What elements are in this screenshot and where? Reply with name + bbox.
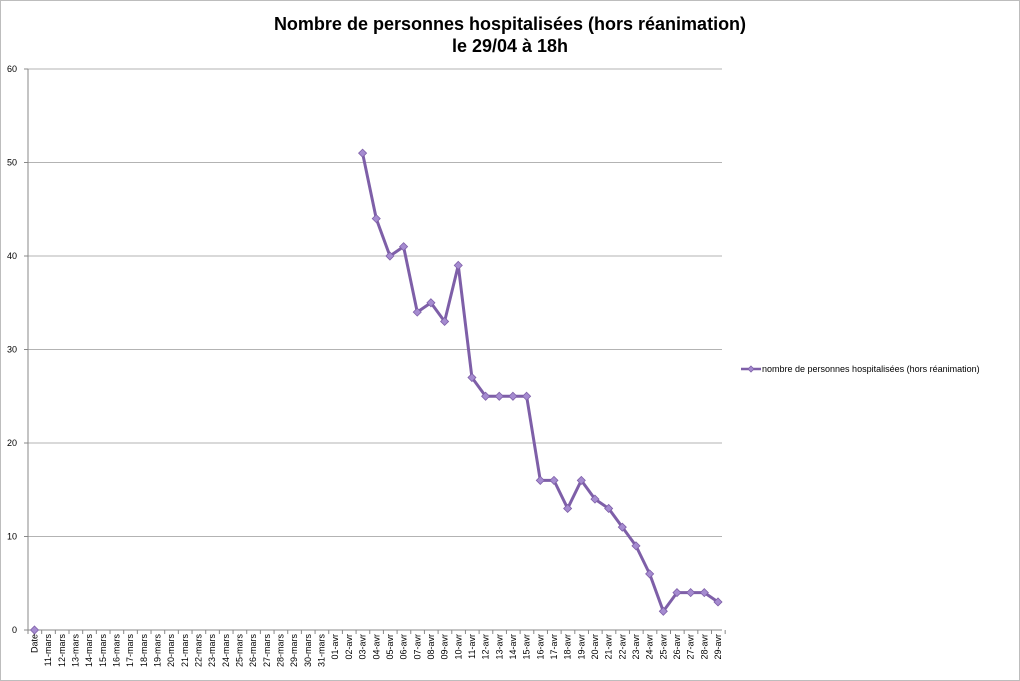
grid-lines bbox=[28, 68, 722, 537]
x-tick-label: 20-mars bbox=[166, 634, 176, 668]
x-tick-label: 20-avr bbox=[590, 634, 600, 660]
data-point bbox=[426, 298, 436, 308]
x-tick-label: 26-avr bbox=[672, 634, 682, 660]
x-tick-label: 13-mars bbox=[71, 634, 81, 668]
data-point bbox=[563, 503, 573, 514]
x-tick-label: 23-avr bbox=[631, 634, 641, 660]
legend-label: nombre de personnes hospitalisées (hors … bbox=[762, 364, 980, 374]
data-point bbox=[440, 316, 450, 327]
x-tick-label: 18-mars bbox=[139, 634, 149, 668]
data-point bbox=[645, 569, 655, 579]
x-tick-label: 26-mars bbox=[248, 634, 258, 668]
x-tick-label: 19-mars bbox=[153, 634, 163, 668]
x-tick-label: 28-avr bbox=[699, 634, 709, 660]
x-tick-label: 24-avr bbox=[645, 634, 655, 660]
y-tick-label: 50 bbox=[7, 158, 17, 168]
x-tick-label: 11-avr bbox=[467, 634, 477, 659]
data-point bbox=[672, 588, 682, 598]
data-point bbox=[604, 503, 614, 514]
data-point bbox=[713, 597, 723, 607]
x-tick-label: 17-mars bbox=[125, 634, 135, 668]
series-line bbox=[361, 152, 719, 613]
legend: nombre de personnes hospitalisées (hors … bbox=[740, 361, 980, 377]
chart-subtitle: le 29/04 à 18h bbox=[451, 36, 569, 56]
x-tick-label: 12-mars bbox=[57, 634, 67, 668]
x-tick-label: 25-avr bbox=[658, 634, 668, 660]
y-tick-label: 20 bbox=[7, 438, 17, 448]
x-tick-label: 17-avr bbox=[549, 634, 559, 660]
x-tick-label: 08-avr bbox=[426, 634, 436, 660]
data-point bbox=[371, 214, 381, 224]
series-layer bbox=[29, 148, 723, 635]
x-tick-label: 23-mars bbox=[207, 634, 217, 668]
y-tick-label: 30 bbox=[7, 345, 17, 355]
x-tick-label: 21-avr bbox=[604, 634, 614, 660]
data-point bbox=[631, 541, 641, 551]
x-tick-label: 27-avr bbox=[686, 634, 696, 660]
data-point bbox=[535, 475, 545, 485]
chart-title: Nombre de personnes hospitalisées (hors … bbox=[273, 14, 747, 34]
data-point bbox=[481, 391, 491, 401]
x-tick-label: 19-avr bbox=[576, 634, 586, 660]
x-tick-label: 09-avr bbox=[440, 634, 450, 660]
x-tick-label: 15-mars bbox=[98, 634, 108, 668]
x-tick-label: 06-avr bbox=[399, 634, 409, 660]
y-tick-label: 40 bbox=[7, 251, 17, 261]
x-tick-label: 27-mars bbox=[262, 634, 272, 668]
x-tick-label: 11-mars bbox=[43, 634, 53, 667]
x-tick-label: 21-mars bbox=[180, 634, 190, 668]
x-tick-label: 22-avr bbox=[617, 634, 627, 660]
x-tick-label: 25-mars bbox=[235, 634, 245, 668]
data-point bbox=[658, 606, 668, 616]
x-tick-label: 29-mars bbox=[289, 634, 299, 668]
data-point bbox=[699, 588, 709, 598]
data-point bbox=[453, 260, 463, 270]
data-point bbox=[576, 475, 586, 485]
data-point bbox=[522, 391, 532, 401]
x-tick-label: 01-avr bbox=[330, 634, 340, 660]
y-tick-label: 10 bbox=[7, 532, 17, 542]
x-tick-label: 14-avr bbox=[508, 634, 518, 660]
x-axis: Date 11-mars 12-mars 13-mars 14-mars 15-mars 1… bbox=[27, 629, 726, 668]
data-point bbox=[617, 522, 627, 532]
y-tick-label: 0 bbox=[12, 625, 17, 635]
x-tick-label: 31-mars bbox=[317, 634, 327, 668]
y-tick-label: 60 bbox=[7, 64, 17, 74]
legend-swatch bbox=[741, 365, 761, 373]
data-point bbox=[385, 251, 395, 261]
x-tick-label: 24-mars bbox=[221, 634, 231, 668]
x-tick-label: 16-avr bbox=[535, 634, 545, 660]
x-tick-label: 07-avr bbox=[412, 634, 422, 660]
x-tick-label: 02-avr bbox=[344, 634, 354, 660]
data-point bbox=[399, 242, 409, 252]
data-point bbox=[686, 588, 696, 598]
data-point bbox=[29, 625, 40, 635]
x-tick-label: 22-mars bbox=[194, 634, 204, 668]
x-tick-label: 03-avr bbox=[358, 634, 368, 660]
x-tick-label: 14-mars bbox=[84, 634, 94, 668]
x-tick-label: 29-avr bbox=[713, 634, 723, 660]
x-tick-label: 10-avr bbox=[453, 634, 463, 660]
x-tick-label: 05-avr bbox=[385, 634, 395, 660]
x-tick-label: 12-avr bbox=[481, 634, 491, 660]
data-point bbox=[412, 307, 422, 317]
data-point bbox=[590, 494, 600, 504]
x-tick-label: 16-mars bbox=[112, 634, 122, 668]
data-point bbox=[549, 475, 559, 485]
y-axis: 0 10 20 30 40 50 60 bbox=[7, 64, 29, 635]
x-tick-label: Date bbox=[30, 634, 40, 653]
x-tick-label: 04-avr bbox=[371, 634, 381, 660]
x-tick-label: 15-avr bbox=[522, 634, 532, 660]
x-tick-label: 30-mars bbox=[303, 634, 313, 668]
data-point bbox=[467, 372, 477, 383]
data-point bbox=[508, 391, 518, 401]
x-tick-label: 13-avr bbox=[494, 634, 504, 660]
data-point bbox=[358, 148, 368, 158]
x-tick-label: 18-avr bbox=[563, 634, 573, 660]
x-tick-label: 28-mars bbox=[276, 634, 286, 668]
data-point bbox=[494, 391, 504, 401]
